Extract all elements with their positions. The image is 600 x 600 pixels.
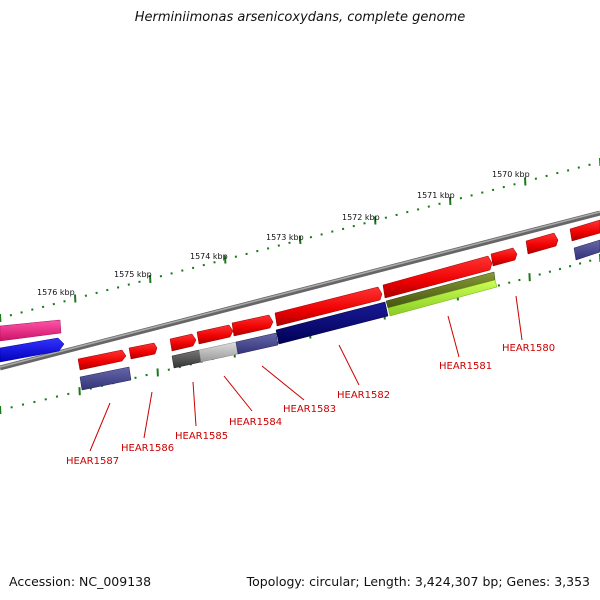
- gene-hear1584[interactable]: [196, 324, 234, 345]
- gene-hear1585[interactable]: [169, 333, 197, 352]
- scale-label-1575: 1575 kbp: [114, 270, 152, 279]
- gene-navy-1582[interactable]: [275, 301, 389, 345]
- gene-red-a[interactable]: [525, 232, 559, 255]
- genome-backbone-highlight: [0, 211, 600, 368]
- scale-label-1571: 1571 kbp: [417, 191, 455, 200]
- gene-lime-1581[interactable]: [387, 279, 498, 317]
- accession-text: Accession: NC_009138: [9, 574, 152, 589]
- gene-slate-1584[interactable]: [235, 332, 279, 355]
- label-leader-lines: [89, 295, 523, 452]
- gene-red-b[interactable]: [569, 219, 600, 242]
- gene-blue[interactable]: [0, 337, 65, 363]
- scale-label-1576: 1576 kbp: [37, 288, 75, 297]
- gene-label-hear1584: HEAR1584: [229, 417, 282, 428]
- gene-label-hear1581: HEAR1581: [439, 361, 492, 372]
- gene-slate-right[interactable]: [573, 239, 600, 261]
- gene-hear1587[interactable]: [77, 349, 127, 371]
- gene-label-hear1586: HEAR1586: [121, 443, 174, 454]
- gene-label-hear1582: HEAR1582: [337, 390, 390, 401]
- scale-label-1570: 1570 kbp: [492, 170, 530, 179]
- gene-hear1582[interactable]: [274, 286, 383, 327]
- gene-hear1586[interactable]: [128, 342, 158, 360]
- scale-label-1574: 1574 kbp: [190, 252, 228, 261]
- gene-darkgray[interactable]: [171, 349, 202, 369]
- genome-backbone: [0, 210, 600, 371]
- gene-hear1581[interactable]: [382, 255, 493, 299]
- page-title: Herminiimonas arsenicoxydans, complete g…: [134, 10, 466, 25]
- gene-lightgray[interactable]: [198, 341, 239, 363]
- gene-label-hear1583: HEAR1583: [283, 404, 336, 415]
- scale-label-1572: 1572 kbp: [342, 213, 380, 222]
- outer-scale-ticks: [0, 158, 600, 323]
- gene-label-hear1587: HEAR1587: [66, 456, 119, 467]
- gene-slate-1587[interactable]: [79, 366, 132, 391]
- scale-label-1573: 1573 kbp: [266, 233, 304, 242]
- gene-label-hear1585: HEAR1585: [175, 431, 228, 442]
- gene-label-hear1580: HEAR1580: [502, 343, 555, 354]
- gene-hear1580[interactable]: [490, 247, 518, 267]
- gene-hear1583[interactable]: [231, 314, 274, 337]
- topology-text: Topology: circular; Length: 3,424,307 bp…: [246, 574, 590, 589]
- gene-pink[interactable]: [0, 319, 62, 342]
